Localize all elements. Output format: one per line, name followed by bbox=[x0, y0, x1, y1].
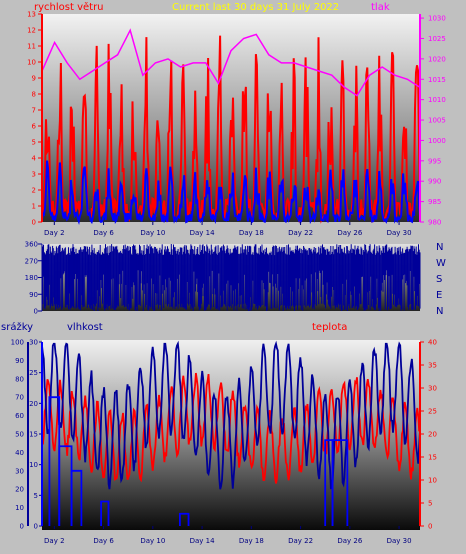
top-x-tick-label: Day 14 bbox=[190, 229, 216, 237]
bottom-left-tick-label-1: 30 bbox=[15, 467, 24, 475]
bottom-right-tick-label: 0 bbox=[428, 523, 432, 531]
bottom-left-tick-label-1: 0 bbox=[20, 523, 24, 531]
top-left-tick-label: 12 bbox=[27, 27, 36, 35]
top-left-tick-label: 1 bbox=[32, 203, 36, 211]
bottom-x-tick-label: Day 2 bbox=[44, 537, 65, 545]
bottom-left-tick-label-1: 90 bbox=[15, 357, 24, 365]
top-right-tick-label: 1000 bbox=[428, 137, 446, 145]
mid-left-tick-label: 360 bbox=[25, 241, 38, 249]
top-left-tick-label: 8 bbox=[32, 91, 36, 99]
mid-left-tick-label: 0 bbox=[34, 308, 38, 316]
bottom-left-tick-label-1: 80 bbox=[15, 375, 24, 383]
bottom-x-tick-label: Day 18 bbox=[239, 537, 264, 545]
top-x-tick-label: Day 6 bbox=[93, 229, 114, 237]
precipitation-step bbox=[70, 469, 83, 526]
bottom-left-tick-label-2: 5 bbox=[34, 492, 38, 500]
compass-label-n-bottom: N bbox=[436, 306, 443, 317]
top-left-tick-label: 5 bbox=[32, 139, 36, 147]
bottom-right-tick-label: 10 bbox=[428, 477, 437, 485]
bottom-right-tick-label: 40 bbox=[428, 339, 437, 347]
top-left-tick-label: 7 bbox=[32, 107, 36, 115]
bottom-left-axis-label-1: srážky bbox=[1, 321, 33, 333]
bottom-left-tick-label-1: 100 bbox=[11, 339, 24, 347]
bottom-left-tick-label-2: 15 bbox=[29, 431, 38, 439]
top-right-tick-label: 990 bbox=[428, 178, 441, 186]
bottom-left-tick-label-2: 20 bbox=[29, 400, 38, 408]
chart-title: Current last 30 days 31 July 2022 bbox=[172, 2, 339, 13]
top-x-tick-label: Day 30 bbox=[387, 229, 412, 237]
bottom-left-tick-label-1: 40 bbox=[15, 449, 24, 457]
top-left-tick-label: 6 bbox=[32, 123, 37, 131]
top-left-tick-label: 0 bbox=[32, 219, 36, 227]
bottom-left-tick-label-1: 70 bbox=[15, 394, 24, 402]
compass-label-n-top: N bbox=[436, 242, 443, 253]
bottom-x-tick-label: Day 22 bbox=[288, 537, 313, 545]
top-right-tick-label: 1020 bbox=[428, 55, 446, 63]
bottom-x-tick-label: Day 6 bbox=[93, 537, 114, 545]
top-right-tick-label: 995 bbox=[428, 157, 441, 165]
bottom-x-tick-label: Day 14 bbox=[190, 537, 216, 545]
mid-left-tick-label: 270 bbox=[25, 257, 38, 265]
top-left-tick-label: 2 bbox=[32, 187, 36, 195]
top-left-tick-label: 13 bbox=[27, 11, 36, 19]
bottom-right-tick-label: 20 bbox=[428, 431, 437, 439]
bottom-right-tick-label: 30 bbox=[428, 385, 437, 393]
top-left-tick-label: 10 bbox=[27, 59, 36, 67]
compass-label-w: W bbox=[436, 258, 446, 269]
mid-left-tick-label: 90 bbox=[29, 291, 38, 299]
humidity-line bbox=[41, 340, 421, 490]
bottom-right-axis-label: teplota bbox=[312, 322, 347, 333]
bottom-right-tick-label: 5 bbox=[428, 500, 432, 508]
compass-label-s: S bbox=[436, 274, 442, 285]
wind-avg-line bbox=[41, 160, 421, 226]
bottom-left-tick-label-1: 10 bbox=[15, 504, 24, 512]
top-right-tick-label: 1005 bbox=[428, 117, 446, 125]
bottom-left-tick-label-2: 30 bbox=[29, 339, 38, 347]
bottom-left-tick-label-1: 60 bbox=[15, 412, 24, 420]
top-left-tick-label: 3 bbox=[32, 171, 36, 179]
bottom-right-tick-label: 15 bbox=[428, 454, 437, 462]
top-right-tick-label: 980 bbox=[428, 219, 441, 227]
wind-gust-line bbox=[41, 35, 421, 224]
top-left-tick-label: 11 bbox=[27, 43, 36, 51]
top-right-tick-label: 1030 bbox=[428, 15, 446, 23]
pressure-line bbox=[41, 28, 421, 97]
bottom-left-tick-label-2: 25 bbox=[29, 369, 38, 377]
precipitation-step bbox=[331, 439, 349, 526]
bottom-left-tick-label-2: 0 bbox=[34, 523, 38, 531]
top-left-tick-label: 4 bbox=[32, 155, 37, 163]
compass-label-e: E bbox=[436, 290, 442, 301]
bottom-left-tick-label-1: 20 bbox=[15, 486, 24, 494]
temperature-line bbox=[41, 372, 421, 484]
top-right-axis-label: tlak bbox=[371, 2, 390, 13]
top-x-tick-label: Day 26 bbox=[337, 229, 363, 237]
bottom-x-tick-label: Day 26 bbox=[337, 537, 363, 545]
top-x-tick-label: Day 18 bbox=[239, 229, 264, 237]
top-right-tick-label: 1010 bbox=[428, 96, 446, 104]
top-right-tick-label: 1025 bbox=[428, 35, 446, 43]
bottom-left-tick-label-1: 50 bbox=[15, 431, 24, 439]
bottom-right-tick-label: 25 bbox=[428, 408, 437, 416]
top-x-tick-label: Day 2 bbox=[44, 229, 65, 237]
bottom-left-axis-label-2: vlhkost bbox=[67, 322, 103, 333]
bottom-right-tick-label: 35 bbox=[428, 362, 437, 370]
top-left-tick-label: 9 bbox=[32, 75, 36, 83]
top-left-axis-label: rychlost větru bbox=[34, 1, 104, 13]
bottom-x-tick-label: Day 30 bbox=[387, 537, 412, 545]
top-x-tick-label: Day 22 bbox=[288, 229, 313, 237]
bottom-plot-area bbox=[42, 340, 420, 530]
top-x-tick-label: Day 10 bbox=[140, 229, 165, 237]
mid-left-tick-label: 180 bbox=[25, 274, 38, 282]
top-right-tick-label: 985 bbox=[428, 198, 441, 206]
bottom-left-tick-label-2: 10 bbox=[29, 461, 38, 469]
top-right-tick-label: 1015 bbox=[428, 76, 446, 84]
bottom-x-tick-label: Day 10 bbox=[140, 537, 165, 545]
precipitation-step bbox=[179, 512, 190, 526]
precipitation-step bbox=[100, 500, 110, 526]
